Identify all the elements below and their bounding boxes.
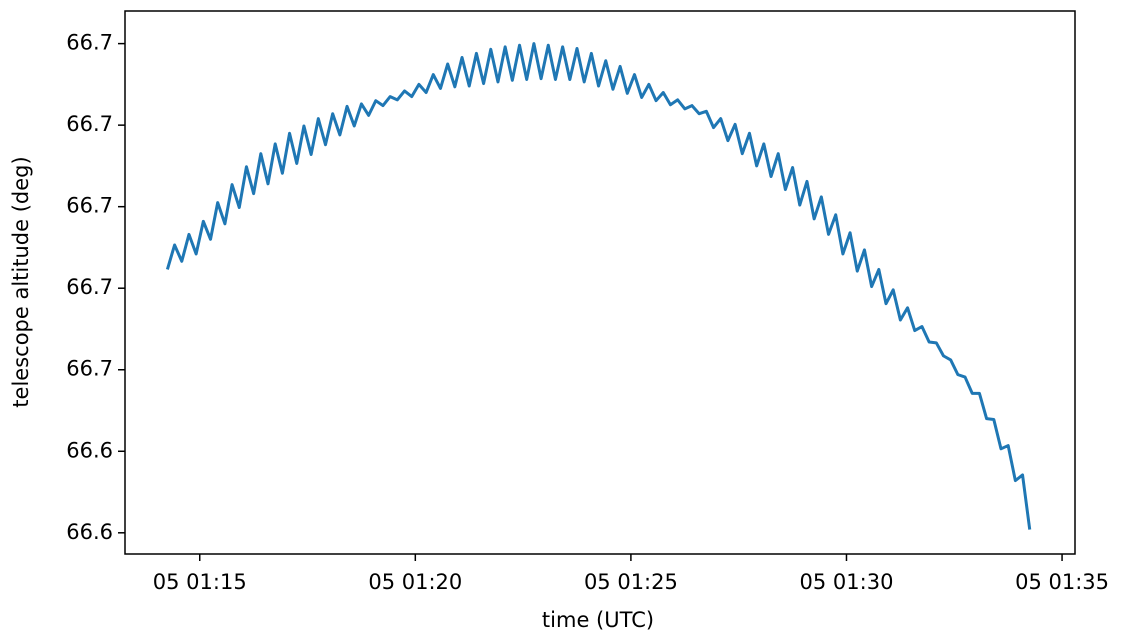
y-tick-label: 66.6 (66, 520, 113, 544)
y-tick-label: 66.7 (66, 357, 113, 381)
x-tick-label: 05 01:25 (584, 570, 678, 594)
x-axis-label: time (UTC) (542, 608, 654, 632)
y-tick-label: 66.6 (66, 438, 113, 462)
data-line (165, 42, 1032, 530)
x-tick-label: 05 01:35 (1015, 570, 1109, 594)
x-tick-label: 05 01:20 (368, 570, 462, 594)
y-tick-label: 66.7 (66, 275, 113, 299)
y-tick-label: 66.7 (66, 112, 113, 136)
y-axis-label: telescope altitude (deg) (9, 156, 33, 407)
y-tick-label: 66.7 (66, 31, 113, 55)
x-tick-label: 05 01:15 (153, 570, 247, 594)
plot-frame (124, 10, 1076, 555)
x-tick-label: 05 01:30 (800, 570, 894, 594)
y-tick-label: 66.7 (66, 194, 113, 218)
